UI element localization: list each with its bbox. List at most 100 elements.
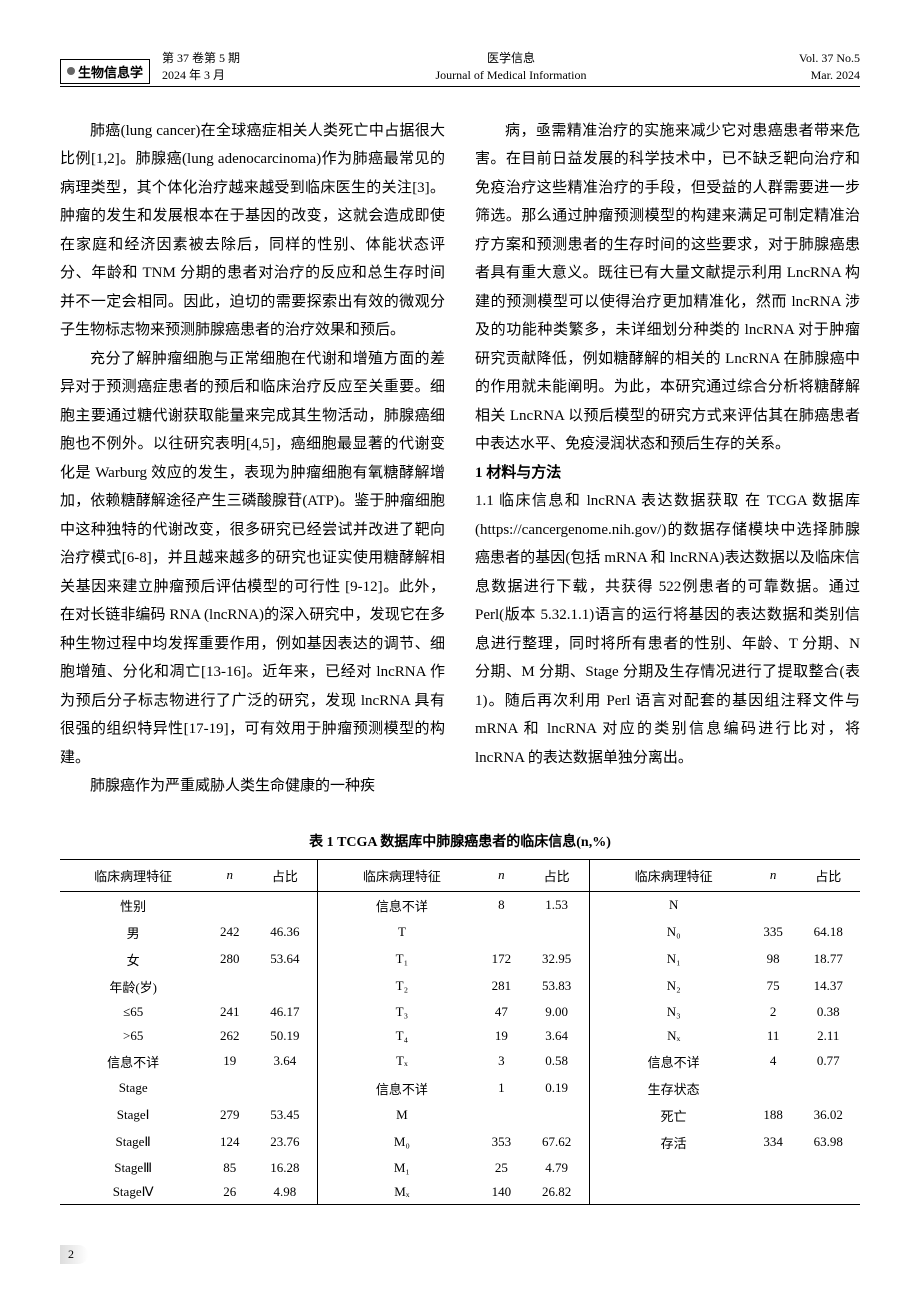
cell-pct: 0.19: [525, 1075, 589, 1102]
cell-pct: 53.83: [525, 973, 589, 1000]
cell-n: 242: [206, 919, 253, 946]
cell-n: 188: [750, 1102, 797, 1129]
cell-label: Nₓ: [589, 1024, 750, 1048]
cell-pct: [525, 1102, 589, 1129]
cell-label: M₁: [317, 1156, 478, 1180]
table-row: ≤6524146.17T₃479.00N₃20.38: [60, 1000, 860, 1024]
cell-pct: [525, 919, 589, 946]
badge-label: 生物信息学: [78, 62, 143, 81]
cell-pct: [253, 891, 317, 919]
page-header: 生物信息学 第 37 卷第 5 期 2024 年 3 月 医学信息 Journa…: [60, 50, 860, 87]
cell-label: [589, 1156, 750, 1180]
cell-label: [589, 1180, 750, 1204]
table-1: 临床病理特征 n 占比 临床病理特征 n 占比 临床病理特征 n 占比 性别信息…: [60, 859, 860, 1205]
cell-n: 1: [478, 1075, 525, 1102]
col-feature: 临床病理特征: [317, 860, 478, 892]
cell-n: 353: [478, 1129, 525, 1156]
cell-pct: [797, 891, 860, 919]
header-center: 医学信息 Journal of Medical Information: [395, 50, 628, 84]
cell-pct: 50.19: [253, 1024, 317, 1048]
cell-label: StageⅡ: [60, 1129, 206, 1156]
cell-n: 4: [750, 1048, 797, 1075]
cell-pct: 4.98: [253, 1180, 317, 1204]
cell-label: 信息不详: [589, 1048, 750, 1075]
table-row: StageⅠ27953.45M死亡18836.02: [60, 1102, 860, 1129]
table-row: Stage信息不详10.19生存状态: [60, 1075, 860, 1102]
cell-label: N₁: [589, 946, 750, 973]
cell-n: 124: [206, 1129, 253, 1156]
cell-label: T₂: [317, 973, 478, 1000]
cell-pct: 0.38: [797, 1000, 860, 1024]
cell-pct: [253, 1075, 317, 1102]
cell-pct: 63.98: [797, 1129, 860, 1156]
cell-n: [750, 891, 797, 919]
cell-pct: 1.53: [525, 891, 589, 919]
cell-label: T₃: [317, 1000, 478, 1024]
cell-label: N₃: [589, 1000, 750, 1024]
cell-pct: [253, 973, 317, 1000]
section-badge: 生物信息学: [60, 59, 150, 84]
table-row: 男24246.36TN₀33564.18: [60, 919, 860, 946]
table-row: StageⅣ264.98Mₓ14026.82: [60, 1180, 860, 1204]
cell-pct: 32.95: [525, 946, 589, 973]
cell-n: 172: [478, 946, 525, 973]
cell-n: 8: [478, 891, 525, 919]
cell-n: 11: [750, 1024, 797, 1048]
cell-n: 281: [478, 973, 525, 1000]
cell-n: [206, 973, 253, 1000]
cell-pct: [797, 1075, 860, 1102]
cell-label: StageⅢ: [60, 1156, 206, 1180]
cell-n: [750, 1180, 797, 1204]
page-number: 2: [60, 1245, 88, 1264]
cell-n: 280: [206, 946, 253, 973]
table-row: 女28053.64T₁17232.95N₁9818.77: [60, 946, 860, 973]
cell-pct: [797, 1180, 860, 1204]
cell-n: 19: [206, 1048, 253, 1075]
section-heading: 1 材料与方法: [475, 459, 860, 488]
cell-n: [206, 891, 253, 919]
cell-pct: 67.62: [525, 1129, 589, 1156]
cell-label: M₀: [317, 1129, 478, 1156]
cell-n: 25: [478, 1156, 525, 1180]
cell-label: N₂: [589, 973, 750, 1000]
cell-pct: 9.00: [525, 1000, 589, 1024]
right-column: 病，亟需精准治疗的实施来减少它对患癌患者带来危害。在目前日益发展的科学技术中，已…: [475, 117, 860, 801]
journal-title-en: Journal of Medical Information: [395, 67, 628, 84]
cell-n: 85: [206, 1156, 253, 1180]
subsection: 1.1 临床信息和 lncRNA 表达数据获取 在 TCGA 数据库(https…: [475, 487, 860, 772]
paragraph: 充分了解肿瘤细胞与正常细胞在代谢和增殖方面的差异对于预测癌症患者的预后和临床治疗…: [60, 345, 445, 773]
cell-pct: 64.18: [797, 919, 860, 946]
col-n: n: [206, 860, 253, 892]
col-pct: 占比: [797, 860, 860, 892]
cell-n: 75: [750, 973, 797, 1000]
header-right: Vol. 37 No.5 Mar. 2024: [627, 50, 860, 84]
cell-label: T: [317, 919, 478, 946]
cell-label: 信息不详: [317, 891, 478, 919]
col-feature: 临床病理特征: [589, 860, 750, 892]
cell-pct: 18.77: [797, 946, 860, 973]
cell-n: 98: [750, 946, 797, 973]
cell-label: 信息不详: [317, 1075, 478, 1102]
cell-n: 26: [206, 1180, 253, 1204]
body-columns: 肺癌(lung cancer)在全球癌症相关人类死亡中占据很大比例[1,2]。肺…: [60, 117, 860, 801]
issue-volume: 第 37 卷第 5 期: [162, 50, 395, 67]
cell-pct: 46.36: [253, 919, 317, 946]
cell-pct: 14.37: [797, 973, 860, 1000]
table-row: 性别信息不详81.53N: [60, 891, 860, 919]
cell-pct: 53.45: [253, 1102, 317, 1129]
badge-icon: [67, 67, 75, 75]
cell-label: T₁: [317, 946, 478, 973]
cell-n: 3: [478, 1048, 525, 1075]
cell-label: 男: [60, 919, 206, 946]
cell-label: 性别: [60, 891, 206, 919]
cell-label: 生存状态: [589, 1075, 750, 1102]
cell-n: 140: [478, 1180, 525, 1204]
cell-pct: 3.64: [253, 1048, 317, 1075]
cell-label: 存活: [589, 1129, 750, 1156]
table-row: StageⅡ12423.76M₀35367.62存活33463.98: [60, 1129, 860, 1156]
cell-pct: 23.76: [253, 1129, 317, 1156]
cell-label: 女: [60, 946, 206, 973]
cell-label: 年龄(岁): [60, 973, 206, 1000]
paragraph: 肺腺癌作为严重威胁人类生命健康的一种疾: [60, 772, 445, 801]
cell-n: 279: [206, 1102, 253, 1129]
